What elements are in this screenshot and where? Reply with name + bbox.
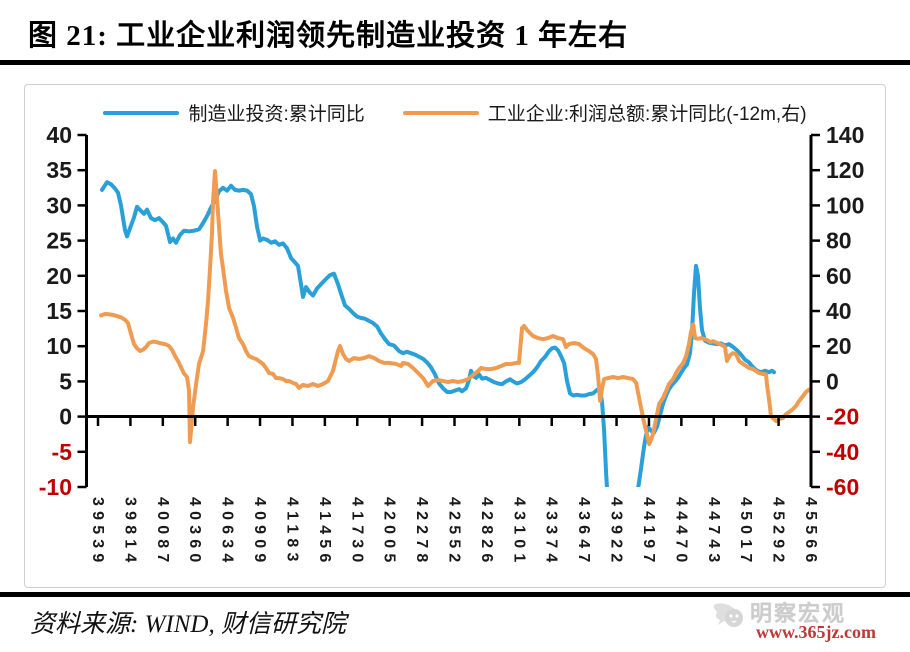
series-lines: [99, 169, 811, 487]
data-source-note: 资料来源: WIND, 财信研究院: [30, 611, 346, 638]
x-axis-tick-label: 45292: [770, 497, 787, 568]
left-axis-tick-label: 5: [59, 368, 72, 394]
legend-label: 工业企业:利润总额:累计同比(-12m,右): [487, 104, 807, 125]
x-axis-tick-label: 40634: [219, 497, 236, 568]
chart-legend: 制造业投资:累计同比 工业企业:利润总额:累计同比(-12m,右): [25, 99, 885, 126]
x-axis-tick-label: 39814: [121, 497, 138, 568]
title-divider-rule: [0, 60, 910, 65]
right-axis-tick-label: -20: [826, 404, 859, 430]
right-axis-tick-label: 40: [826, 298, 852, 324]
x-axis-tick-label: 41183: [283, 497, 300, 567]
left-axis-tick-label: 15: [46, 298, 72, 324]
x-axis-tick-label: 42005: [381, 497, 398, 568]
x-axis-tick-label: 42552: [446, 497, 463, 568]
watermark: 明察宏观 www.365jz.com: [712, 596, 892, 648]
x-axis-tick-label: 40909: [251, 497, 268, 568]
chart-panel: 40 35 30 25 20 15 10 5 0 -5 -10 140 120 100 80 60 40 20 0 -…: [24, 84, 886, 588]
x-axis-tick-label: 41730: [348, 497, 365, 568]
orange-line-swatch: [402, 110, 479, 115]
blue-line-swatch: [103, 110, 180, 115]
x-axis-tick-label: 45566: [802, 497, 819, 568]
right-axis-tick-label: 140: [826, 122, 864, 148]
page-title: 图 21: 工业企业利润领先制造业投资 1 年左右: [28, 20, 629, 52]
x-axis-tick-label: 43101: [510, 497, 527, 568]
x-axis-tick-label: 43922: [608, 497, 625, 568]
x-axis-tick-label: 42278: [413, 497, 430, 568]
footer-divider-rule: [0, 592, 910, 597]
x-axis-tick-label: 44197: [640, 497, 657, 568]
left-axis-tick-label: 25: [46, 228, 72, 254]
x-axis-tick-label: 45017: [737, 497, 754, 568]
watermark-brand: 明察宏观: [750, 601, 847, 626]
right-axis-tick-label: 20: [826, 333, 852, 359]
x-axis-tick-label: 43374: [543, 497, 560, 568]
right-axis-tick-label: 100: [826, 192, 864, 218]
legend-label: 制造业投资:累计同比: [188, 104, 365, 125]
x-axis-tick-label: 43647: [575, 497, 592, 568]
watermark-url[interactable]: www.365jz.com: [756, 622, 876, 642]
right-axis-tick-label: -40: [826, 439, 859, 465]
left-axis-tick-label: 30: [46, 192, 72, 218]
x-axis-tick-label: 41456: [316, 497, 333, 568]
right-axis-tick-label: -60: [826, 474, 859, 500]
legend-item-manufacturing-investment[interactable]: 制造业投资:累计同比: [103, 99, 365, 126]
left-axis-tick-label: -5: [52, 439, 73, 465]
left-axis-tick-label: 20: [46, 263, 72, 289]
right-axis-tick-label: 0: [826, 368, 839, 394]
x-axis-tick-label: 44743: [705, 497, 722, 568]
left-axis-tick-label: 0: [59, 404, 72, 430]
chat-bubble-face-icon: [713, 603, 743, 627]
x-axis-tick-label: 42826: [478, 497, 495, 568]
legend-item-industrial-profit[interactable]: 工业企业:利润总额:累计同比(-12m,右): [402, 99, 807, 126]
right-axis-tick-label: 80: [826, 228, 852, 254]
chart-canvas: 40 35 30 25 20 15 10 5 0 -5 -10 140 120 100 80 60 40 20 0 -…: [39, 122, 865, 568]
series-line-manufacturing-investment: [100, 180, 776, 487]
x-axis-tick-label: 39539: [89, 497, 106, 568]
left-axis-tick-label: -10: [39, 474, 72, 500]
right-axis-tick-label: 120: [826, 157, 864, 183]
x-axis-tick-label: 44470: [672, 497, 689, 568]
x-axis-tick-label: 40360: [186, 497, 203, 568]
right-axis-tick-label: 60: [826, 263, 852, 289]
x-axis-tick-label: 40087: [154, 497, 171, 568]
left-axis-tick-label: 10: [46, 333, 72, 359]
left-axis-tick-label: 35: [46, 157, 72, 183]
series-line-industrial-profit: [99, 169, 811, 447]
left-axis-tick-label: 40: [46, 122, 72, 148]
